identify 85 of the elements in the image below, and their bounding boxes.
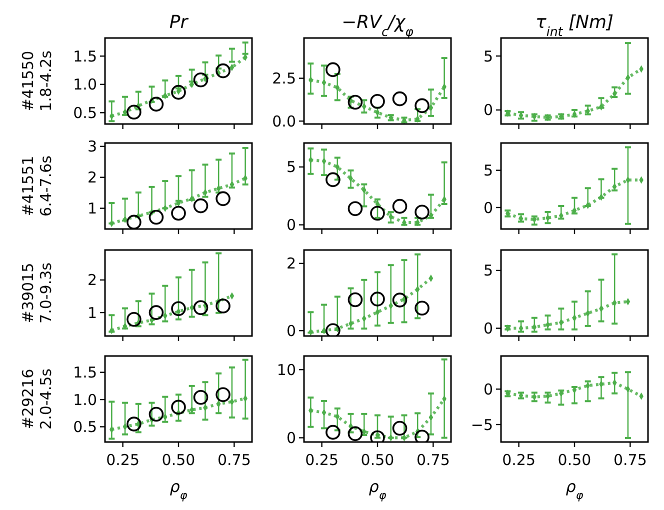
point bbox=[216, 298, 230, 314]
point bbox=[370, 292, 385, 306]
y-tick-label: 1.0 bbox=[73, 390, 97, 409]
point bbox=[171, 84, 186, 100]
y-tick-label: 5 bbox=[286, 158, 296, 176]
point bbox=[414, 430, 430, 442]
point bbox=[126, 104, 142, 120]
x-tick-label: 0.25 bbox=[305, 451, 339, 469]
y-tick-label: 1.5 bbox=[73, 364, 97, 382]
point bbox=[348, 201, 363, 216]
y-tick-label: 2 bbox=[87, 271, 97, 290]
point bbox=[392, 91, 408, 106]
y-tick-label: 0 bbox=[483, 101, 493, 120]
y-tick-label: 1.0 bbox=[73, 76, 97, 94]
chart-title: −RV$_{c}$/χ$_{φ}$ bbox=[342, 12, 414, 38]
point bbox=[171, 206, 186, 221]
point bbox=[348, 94, 363, 110]
point bbox=[326, 62, 340, 78]
point bbox=[326, 424, 340, 440]
point bbox=[171, 301, 186, 316]
x-axis-title: ρ$_{φ}$ bbox=[368, 477, 387, 502]
y-tick-label: 5 bbox=[483, 162, 493, 180]
point bbox=[370, 94, 385, 109]
point bbox=[348, 426, 363, 442]
point bbox=[126, 416, 142, 432]
y-tick-label: 2 bbox=[87, 168, 97, 187]
point bbox=[370, 206, 385, 221]
y-tick-label: 10 bbox=[276, 360, 296, 379]
y-tick-label: 1 bbox=[87, 200, 97, 218]
y-tick-label: 1 bbox=[87, 304, 97, 322]
x-tick-label: 0.75 bbox=[416, 451, 450, 469]
y-tick-label: 0 bbox=[286, 216, 296, 234]
point bbox=[148, 96, 164, 112]
point bbox=[326, 323, 340, 336]
y-tick-label: 0 bbox=[483, 320, 493, 338]
point bbox=[148, 305, 164, 320]
x-tick-label: 0.25 bbox=[106, 451, 140, 469]
y-tick-label: 2.5 bbox=[272, 70, 296, 88]
y-tick-label: 5 bbox=[483, 262, 493, 280]
point bbox=[148, 406, 164, 422]
point bbox=[148, 210, 164, 225]
point bbox=[414, 98, 430, 114]
point bbox=[414, 204, 430, 220]
point bbox=[126, 214, 142, 229]
point bbox=[348, 292, 363, 308]
point bbox=[216, 191, 230, 206]
point bbox=[216, 63, 230, 78]
point bbox=[392, 420, 408, 436]
point bbox=[392, 292, 408, 308]
point bbox=[193, 72, 208, 88]
x-tick-label: 0.75 bbox=[217, 451, 251, 469]
y-tick-label: 0.5 bbox=[73, 104, 97, 122]
y-axis-title: #39015 7.0-9.3s bbox=[19, 262, 55, 324]
x-tick-label: 0.50 bbox=[360, 451, 394, 469]
point bbox=[216, 387, 230, 402]
y-tick-label: 0 bbox=[286, 322, 296, 340]
point bbox=[193, 198, 208, 214]
point bbox=[326, 172, 340, 188]
point bbox=[414, 300, 430, 316]
point bbox=[392, 198, 408, 214]
x-tick-label: 0.50 bbox=[558, 451, 592, 469]
y-axis-title: #41551 6.4-7.6s bbox=[19, 155, 55, 216]
point bbox=[193, 300, 208, 316]
y-tick-label: 3 bbox=[87, 138, 97, 156]
x-axis-title: ρ$_{φ}$ bbox=[170, 477, 188, 502]
x-tick-label: 0.75 bbox=[613, 451, 647, 469]
x-tick-label: 0.50 bbox=[162, 451, 196, 469]
y-axis-title: #41550 1.8-4.2s bbox=[19, 50, 55, 112]
point bbox=[171, 400, 186, 415]
y-tick-label: 1.5 bbox=[73, 47, 97, 66]
x-axis-title: ρ$_{φ}$ bbox=[566, 477, 584, 502]
y-tick-label: 0.0 bbox=[272, 112, 296, 130]
y-tick-label: 0 bbox=[483, 198, 493, 217]
y-tick-label: 0 bbox=[286, 429, 296, 448]
y-tick-label: 2 bbox=[286, 254, 296, 273]
y-tick-label: 0.5 bbox=[73, 418, 97, 436]
y-tick-label: 0 bbox=[483, 380, 493, 398]
y-tick-label: 5 bbox=[483, 47, 493, 66]
point bbox=[126, 312, 142, 327]
y-axis-title: #29216 2.0-4.5s bbox=[19, 368, 55, 430]
y-tick-label: −5 bbox=[470, 416, 493, 434]
x-tick-label: 0.25 bbox=[502, 451, 536, 469]
chart-title: Pr bbox=[169, 12, 190, 33]
point bbox=[193, 390, 208, 405]
chart-title: τ$_{int}$ [Nm] bbox=[535, 12, 614, 38]
